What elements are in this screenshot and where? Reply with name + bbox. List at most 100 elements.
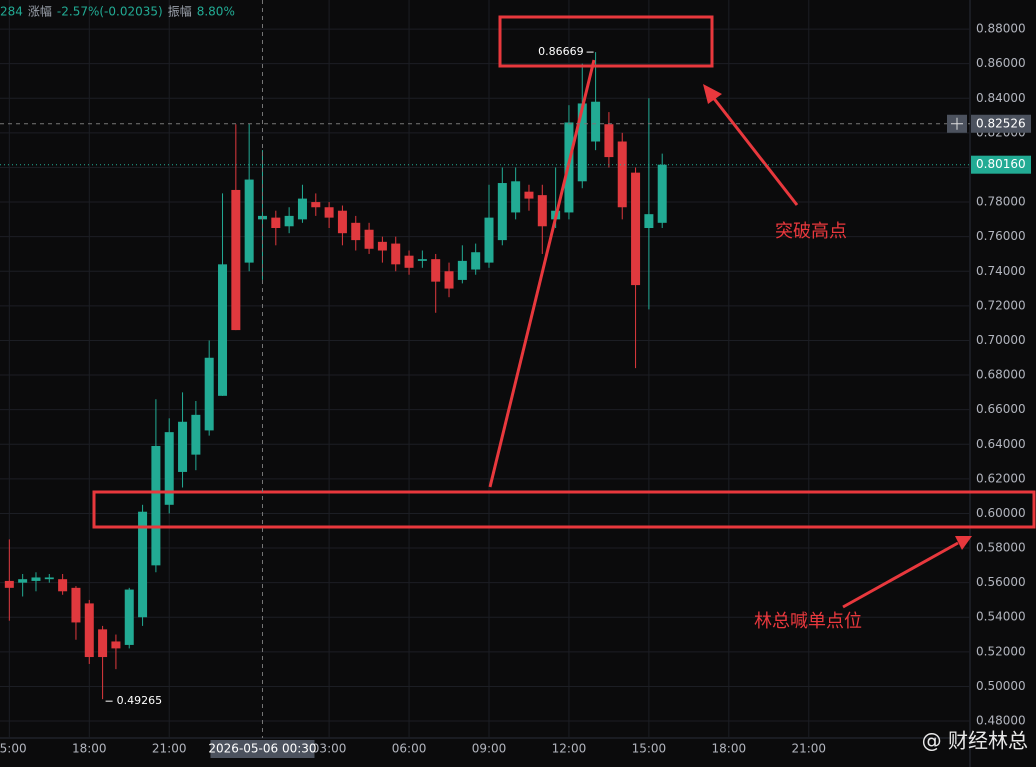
candle-body [138,511,148,618]
min-label: 0.49265 [117,694,163,707]
crosshair-y-box [971,114,1031,133]
arrow-head [955,536,972,550]
annotation: 林总喊单点位 [754,611,862,632]
y-tick-label: 0.60000 [976,506,1026,520]
x-tick-label: 15:00 [632,742,667,756]
candle-body [71,587,81,623]
candle-body [471,252,481,270]
crosshair-x-label: 2026-05-06 00:30 [208,742,316,756]
y-tick-label: 0.52000 [976,644,1026,658]
candle-body [364,229,374,249]
header-text: 涨幅 [28,4,52,19]
header-text: -2.57%(-0.02035) [57,5,163,19]
last-price-label: 0.80160 [976,157,1026,171]
candle-body [617,141,627,208]
candle-body [524,191,534,199]
candle-body [231,189,241,331]
y-tick-label: 0.86000 [976,56,1026,70]
annotation: 突破高点 [775,221,847,242]
x-tick-label: 09:00 [472,742,507,756]
candle-body [657,164,667,223]
candle-body [124,589,134,645]
header-text: 振幅 [168,4,192,19]
candle-body [111,641,121,649]
candle-body [191,414,201,455]
candle-body [311,202,321,208]
candle-body [58,579,68,592]
arrow-line [842,541,959,609]
x-tick-label: 18:00 [72,742,107,756]
candle-body [164,432,174,505]
candle-body [337,210,347,234]
candle-body [537,195,547,227]
plus-icon [951,117,963,130]
highlight-box [498,15,714,68]
candle-body [178,421,188,472]
candle-body [417,259,427,261]
y-tick-label: 0.54000 [976,610,1026,624]
candle-body [297,198,307,220]
y-tick-label: 0.64000 [976,437,1026,451]
y-tick-label: 0.68000 [976,368,1026,382]
candle-body [351,222,361,241]
arrow-head [703,84,722,104]
y-tick-label: 0.72000 [976,298,1026,312]
arrow-line [488,59,596,488]
candle-body [204,357,214,431]
y-tick-label: 0.58000 [976,541,1026,555]
arrow-line [710,95,799,206]
candle-body [4,580,14,588]
candle-body [631,172,641,286]
candle-body [497,183,507,241]
x-tick-label: 03:00 [312,742,347,756]
candle-body [98,629,108,658]
candle-body [44,577,54,580]
y-tick-label: 0.76000 [976,229,1026,243]
y-tick-label: 0.62000 [976,471,1026,485]
candle-body [604,124,614,158]
candle-body [391,243,401,265]
y-tick-label: 0.56000 [976,575,1026,589]
crosshair-x-box [210,740,315,758]
y-tick-label: 0.88000 [976,22,1026,36]
candle-body [218,264,228,396]
candle-body [324,207,334,218]
header-text: 284 [0,5,23,19]
y-tick-label: 0.50000 [976,679,1026,693]
y-tick-label: 0.66000 [976,402,1026,416]
x-tick-label: 18:00 [712,742,747,756]
candle-body [511,181,521,213]
x-tick-label: 21:00 [791,742,826,756]
candle-body [591,101,601,142]
header-text: 8.80% [197,5,235,19]
candle-body [484,217,494,263]
y-tick-label: 0.70000 [976,333,1026,347]
y-tick-label: 0.74000 [976,264,1026,278]
candle-body [31,577,41,581]
candle-body [444,271,454,289]
crosshair-y-label: 0.82526 [976,116,1026,130]
max-label: 0.86669 [538,45,584,58]
candle-body [644,214,654,229]
candle-body [457,260,467,280]
x-tick-label: 06:00 [392,742,427,756]
candle-body [18,579,28,583]
highlight-box [92,490,1036,529]
candle-body [404,255,414,268]
candle-body [431,259,441,282]
x-tick-label: 12:00 [552,742,587,756]
x-tick-label: 15:00 [0,742,27,756]
last-price-box [971,155,1031,174]
candle-body [377,241,387,251]
candle-body [151,445,161,566]
x-tick-label: 21:00 [152,742,187,756]
candle-body [271,217,281,229]
watermark: @ 财经林总 [922,729,1028,753]
candle-body [577,103,587,182]
y-tick-label: 0.78000 [976,195,1026,209]
y-tick-label: 0.48000 [976,714,1026,728]
